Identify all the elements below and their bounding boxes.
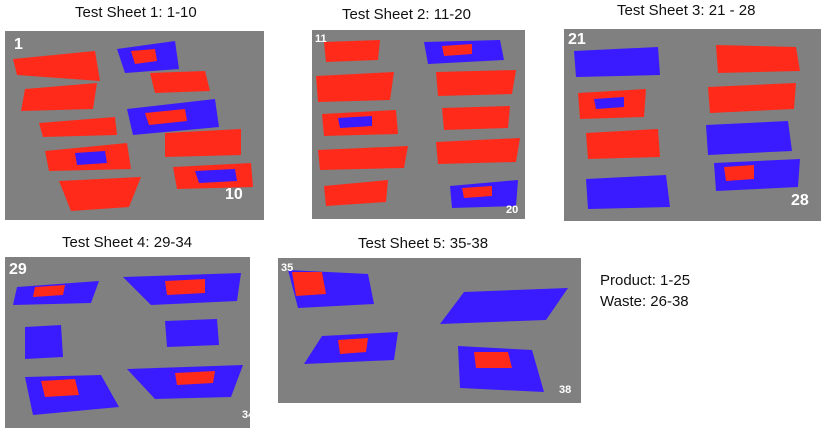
- sample-8: [165, 129, 241, 157]
- sheet-3-first-label: 21: [568, 31, 586, 48]
- sheet-4-last-label: 34: [242, 409, 250, 421]
- sheet-4-panel: 29 34: [5, 257, 250, 428]
- sample-9: [59, 177, 141, 211]
- sheet-4-first-label: 29: [9, 261, 27, 278]
- sheet-2-samples: [316, 40, 520, 208]
- sheet-2-title: Test Sheet 2: 11-20: [342, 6, 471, 23]
- sheet-2-panel: 11 20: [312, 30, 525, 219]
- sample-5: [39, 117, 117, 137]
- sheet-5-title: Test Sheet 5: 35-38: [358, 235, 489, 252]
- sheet-3-samples: [574, 45, 800, 209]
- sample-4: [150, 71, 210, 93]
- sample-1: [13, 51, 100, 81]
- legend-product: Product: 1-25: [600, 272, 691, 289]
- legend-waste: Waste: 26-38: [600, 293, 689, 310]
- sheet-1-panel: 1 10: [5, 31, 264, 220]
- sheet-3-last-label: 28: [791, 192, 809, 209]
- legend: Product: 1-25 Waste: 26-38: [600, 270, 690, 312]
- sheet-5-last-label: 38: [559, 384, 572, 396]
- sheet-1-title: Test Sheet 1: 1-10: [75, 4, 197, 21]
- sheet-3-panel: 21 28: [564, 29, 821, 221]
- sheet-5-panel: 35 38: [278, 258, 581, 403]
- sheet-4-samples: [13, 273, 243, 415]
- sheet-3-title: Test Sheet 3: 21 - 28: [617, 2, 756, 19]
- sample-3: [21, 83, 97, 111]
- sheet-4-title: Test Sheet 4: 29-34: [62, 234, 193, 251]
- sheet-1-first-label: 1: [14, 36, 23, 53]
- sheet-1-samples: [13, 41, 253, 211]
- sheet-5-first-label: 35: [281, 262, 294, 274]
- sheet-5-samples: [288, 270, 568, 392]
- sheet-2-first-label: 11: [315, 33, 327, 45]
- sheet-2-last-label: 20: [506, 204, 519, 216]
- sheet-1-last-label: 10: [225, 186, 243, 203]
